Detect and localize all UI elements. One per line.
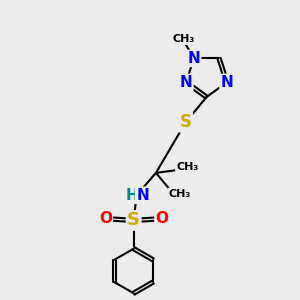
Text: H: H bbox=[126, 188, 139, 203]
Text: N: N bbox=[188, 51, 200, 66]
Text: S: S bbox=[180, 113, 192, 131]
Text: S: S bbox=[127, 212, 140, 230]
Text: N: N bbox=[220, 75, 233, 90]
Text: CH₃: CH₃ bbox=[169, 189, 191, 199]
Text: CH₃: CH₃ bbox=[172, 34, 195, 44]
Text: O: O bbox=[99, 212, 112, 226]
Text: O: O bbox=[155, 212, 168, 226]
Text: CH₃: CH₃ bbox=[176, 162, 198, 172]
Text: N: N bbox=[136, 188, 149, 203]
Text: N: N bbox=[180, 75, 193, 90]
